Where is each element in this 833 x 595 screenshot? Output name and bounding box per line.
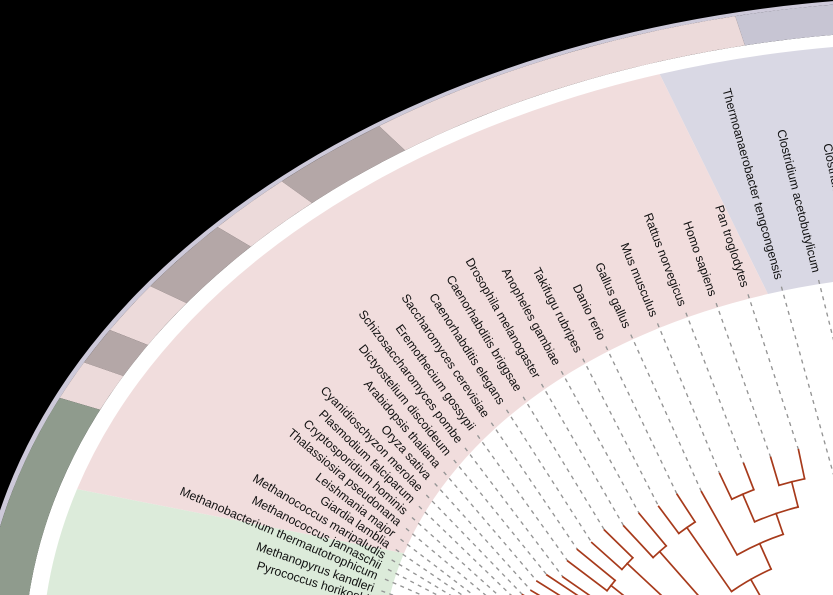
domain-wedge-archaea[interactable]	[43, 489, 405, 595]
leaf-dash	[656, 323, 721, 474]
ring-segment	[379, 16, 745, 151]
tree-branch	[603, 528, 635, 560]
leaf-dash	[425, 494, 524, 595]
tree-branch	[561, 575, 591, 595]
leaf-dash	[522, 396, 606, 531]
tree-branch	[675, 493, 697, 524]
ring-segment	[281, 126, 405, 204]
leaf-dash	[715, 302, 772, 458]
leaf-dash	[540, 383, 625, 527]
leaf-dash	[443, 471, 538, 582]
leaf-dash	[490, 422, 579, 550]
tree-branch	[566, 559, 609, 592]
leaf-dash	[395, 548, 464, 595]
leaf-dash	[685, 312, 745, 464]
ring-segment	[150, 227, 251, 304]
leaf-dash	[747, 294, 800, 451]
tree-branch	[775, 512, 785, 536]
leaf-dash	[400, 538, 475, 595]
tree-branch	[742, 462, 755, 491]
tree-branch	[758, 542, 773, 571]
tree-branch	[576, 548, 617, 582]
leaf-dash	[476, 435, 569, 562]
leaf-dash	[560, 370, 640, 514]
tree-branch	[590, 541, 624, 571]
leaf-dash	[464, 447, 564, 578]
leaf-dash	[582, 358, 660, 507]
tree-branch	[658, 550, 700, 595]
tree-branch	[769, 456, 781, 487]
tree-branch	[685, 526, 733, 593]
ring-segment	[84, 330, 148, 376]
tree-branch	[741, 493, 756, 523]
tree-branch	[622, 524, 655, 559]
ring-segment	[0, 397, 101, 595]
tree-branch	[625, 562, 663, 595]
leaf-dash	[434, 482, 532, 592]
tree-branch	[790, 480, 800, 509]
tree-branch	[657, 505, 680, 535]
leader-lines-group	[381, 279, 833, 595]
ring-segment	[59, 362, 124, 410]
ring-segment	[735, 4, 833, 46]
tree-branch	[700, 490, 739, 557]
tree-branch	[638, 512, 668, 548]
tree-group	[510, 448, 806, 595]
tree-branch	[797, 448, 806, 480]
tree-branch	[718, 472, 733, 501]
leaf-dash	[780, 286, 833, 476]
leaf-dash	[505, 409, 593, 543]
domain-wedge-bacteria[interactable]	[659, 44, 833, 295]
tree-branch	[609, 584, 625, 595]
ring-segment	[217, 181, 313, 247]
tree-branch	[749, 578, 761, 595]
leaf-dash	[605, 346, 678, 495]
domain-wedge-eukaryota[interactable]	[77, 74, 768, 554]
ring-segment	[109, 286, 187, 345]
tree-branch	[535, 580, 561, 595]
leaf-dash	[630, 334, 703, 493]
